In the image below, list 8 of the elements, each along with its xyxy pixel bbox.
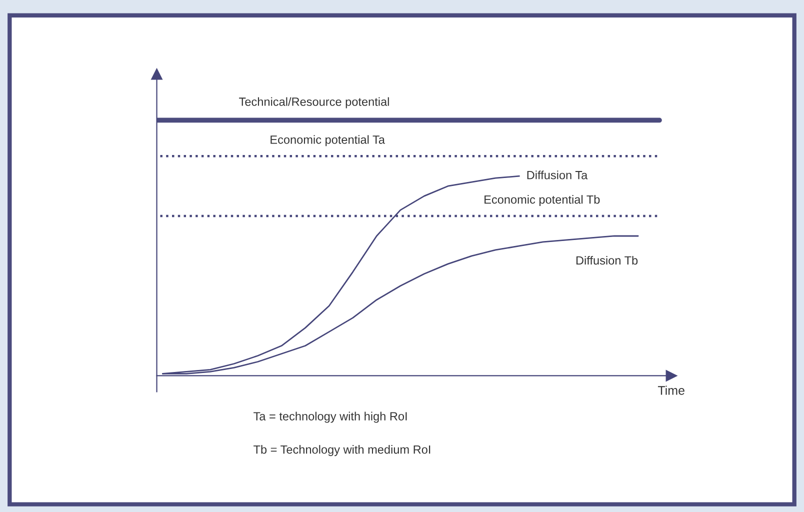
text: Tb = Technology with medium RoI [254,445,430,456]
ref-line-label: Technical/Resource potential [239,97,389,108]
ref-line-label: Economic potential Tb [484,195,600,206]
series-label: Diffusion Tb [576,256,638,265]
text: Ta = technology with high RoI [254,412,407,423]
series-label: Diffusion Ta [527,170,588,180]
x-axis-title: Time [658,386,684,395]
ref-line-label: Economic potential Ta [270,135,385,146]
